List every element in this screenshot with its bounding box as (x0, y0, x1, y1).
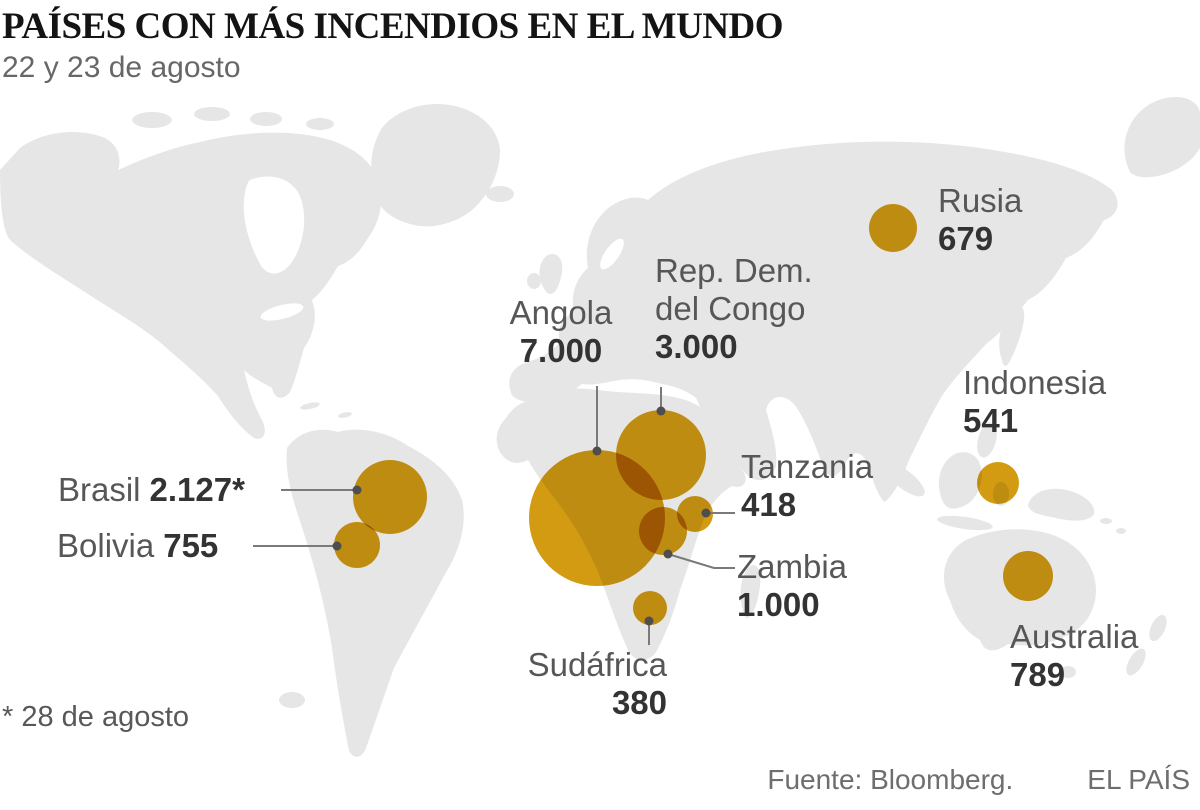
bubble-bolivia (334, 522, 380, 568)
page-title: PAÍSES CON MÁS INCENDIOS EN EL MUNDO (2, 6, 784, 47)
country-name: Rep. Dem. (655, 252, 813, 289)
leader-dot-rep-dem-del-congo (656, 406, 666, 416)
country-name: Tanzania (741, 448, 874, 485)
leader-dot-angola (592, 446, 602, 456)
country-value: 3.000 (655, 328, 738, 365)
label-rep-dem-del-congo: Rep. Dem. del Congo 3.000 (655, 252, 813, 366)
country-value: 380 (611, 684, 667, 721)
country-value: 755 (163, 527, 219, 564)
country-name: Australia (1010, 618, 1139, 655)
country-value: 418 (741, 486, 797, 523)
country-name: Brasil (58, 471, 141, 508)
country-name: Rusia (938, 182, 1023, 219)
country-name: Angola (509, 294, 613, 331)
bubble-zambia (639, 507, 687, 555)
country-value: 2.127* (149, 471, 245, 508)
country-name: Sudáfrica (527, 646, 667, 683)
bubble-rusia (869, 204, 917, 252)
source-label: Fuente: Bloomberg. (767, 764, 1014, 795)
bubble-brasil (353, 460, 427, 534)
label-brasil: Brasil 2.127* (58, 471, 245, 509)
country-value: 541 (963, 402, 1019, 439)
country-name: Indonesia (963, 364, 1107, 401)
leader-dot-tanzania (701, 508, 711, 518)
publisher-credit: EL PAÍS (1087, 764, 1190, 795)
label-bolivia: Bolivia 755 (57, 527, 218, 565)
leader-dot-bolivia (332, 541, 342, 551)
label-angola: Angola 7.000 (510, 294, 613, 370)
leader-dot-zambia (663, 549, 673, 559)
page-subtitle: 22 y 23 de agosto (2, 51, 241, 84)
bubble-australia (1003, 551, 1053, 601)
leader-dot-sud-frica (644, 616, 654, 626)
country-value: 1.000 (737, 586, 820, 623)
leader-line-zambia (667, 553, 735, 569)
label-zambia: Zambia 1.000 (737, 548, 847, 624)
country-name: Bolivia (57, 527, 155, 564)
bubble-indonesia (977, 462, 1019, 504)
country-value: 7.000 (519, 332, 603, 369)
country-name: Zambia (737, 548, 848, 585)
label-indonesia: Indonesia 541 (963, 364, 1106, 440)
leader-dot-brasil (352, 485, 362, 495)
country-name: del Congo (655, 290, 806, 327)
country-value: 789 (1010, 656, 1066, 693)
bubble-rep-dem-del-congo (616, 410, 706, 500)
label-rusia: Rusia 679 (938, 182, 1022, 258)
footnote: * 28 de agosto (2, 701, 190, 733)
country-value: 679 (938, 220, 994, 257)
source-row: Fuente: Bloomberg. EL PAÍS (767, 764, 1190, 796)
label-sud-frica: Sudáfrica 380 (528, 646, 667, 722)
label-tanzania: Tanzania 418 (741, 448, 873, 524)
label-australia: Australia 789 (1010, 618, 1138, 694)
